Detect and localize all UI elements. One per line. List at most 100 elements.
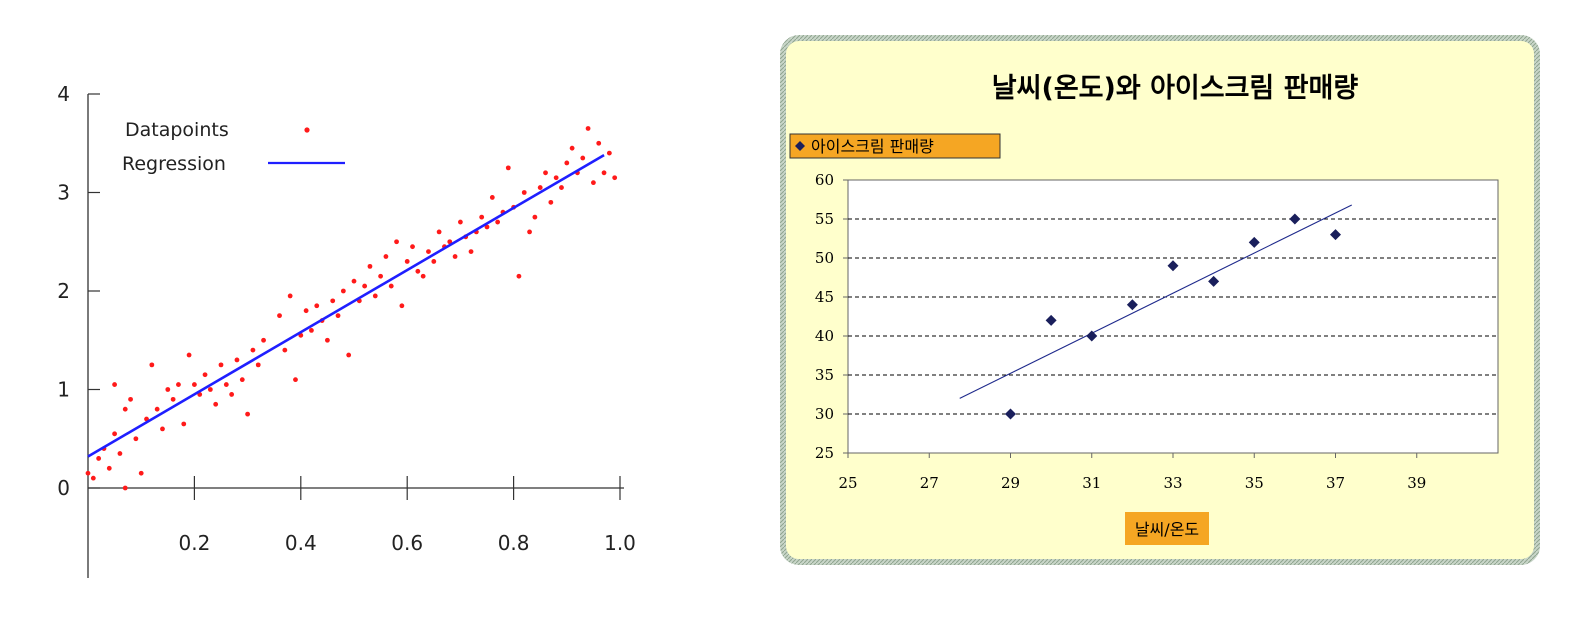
datapoint	[591, 180, 596, 186]
datapoint	[468, 249, 474, 255]
left-datapoints	[85, 126, 618, 491]
datapoint	[255, 362, 261, 368]
datapoint	[585, 126, 591, 131]
datapoint	[165, 387, 171, 392]
datapoint	[85, 470, 91, 476]
datapoint	[404, 259, 410, 264]
y-tick-label: 25	[815, 444, 834, 462]
right-axes: 25 30 35 40 45 50 55 60 25 27 29 31 33 35 37 39	[815, 171, 1499, 492]
datapoint	[138, 470, 144, 476]
series-legend-label: 아이스크림 판매량	[789, 133, 1001, 159]
datapoint	[426, 249, 431, 255]
left-axes: 0 1 2 3 4 0.2 0.4 0.6 0.8 1.0	[57, 82, 636, 578]
datapoint	[431, 259, 437, 264]
datapoint	[420, 273, 426, 279]
datapoint	[564, 160, 570, 166]
datapoint	[335, 313, 341, 319]
datapoint	[330, 298, 336, 304]
datapoint	[309, 328, 314, 333]
y-tick-label: 55	[815, 210, 834, 228]
y-tick-label: 50	[815, 249, 834, 267]
y-tick-label: 1	[57, 378, 70, 402]
datapoint	[117, 451, 123, 456]
datapoint-diamond	[1045, 314, 1057, 326]
chart-title: 날씨(온도)와 아이스크림 판매량	[992, 73, 1359, 104]
datapoint	[90, 475, 96, 481]
datapoint	[527, 229, 532, 235]
datapoint	[223, 382, 229, 387]
y-tick-label: 45	[815, 288, 834, 306]
right-trendline	[959, 204, 1352, 399]
datapoint-diamond	[1330, 229, 1341, 241]
datapoint	[245, 411, 251, 417]
datapoint	[479, 214, 485, 220]
datapoint-diamond	[1248, 236, 1260, 248]
datapoint	[410, 244, 415, 250]
datapoint	[239, 377, 245, 383]
datapoint	[388, 283, 394, 289]
datapoint	[505, 165, 511, 171]
x-tick-label: 27	[920, 474, 939, 492]
datapoint-diamond	[1086, 330, 1098, 342]
datapoint	[261, 337, 266, 343]
x-tick-label: 33	[1163, 474, 1182, 492]
datapoint	[122, 406, 128, 412]
datapoint	[596, 140, 602, 146]
x-tick-label: 37	[1326, 474, 1345, 492]
datapoint	[537, 185, 543, 190]
x-axis-label: 날씨/온도	[1125, 512, 1209, 545]
datapoint	[383, 254, 389, 259]
datapoint	[495, 219, 501, 225]
datapoint	[362, 283, 368, 289]
datapoint	[415, 268, 421, 274]
datapoint	[548, 199, 554, 205]
datapoint	[287, 293, 293, 299]
datapoint	[489, 195, 495, 200]
datapoint	[559, 185, 564, 190]
datapoint	[543, 170, 548, 176]
datapoint	[346, 352, 352, 358]
datapoint	[340, 288, 346, 294]
y-tick-label: 35	[815, 366, 834, 384]
datapoint	[458, 219, 463, 225]
datapoint	[378, 273, 383, 279]
x-tick-label: 35	[1245, 474, 1264, 492]
datapoint	[484, 224, 490, 230]
x-axis-label-text: 날씨/온도	[1135, 520, 1199, 539]
datapoint	[516, 273, 522, 279]
x-tick-label: 0.2	[178, 531, 210, 555]
datapoint-diamond	[1126, 299, 1138, 311]
x-tick-label: 39	[1407, 474, 1426, 492]
datapoint-diamond	[1005, 408, 1016, 420]
regression-line	[87, 153, 605, 458]
datapoint	[170, 396, 176, 402]
x-tick-label: 0.4	[285, 531, 317, 555]
datapoint	[282, 347, 288, 353]
datapoint	[106, 465, 112, 471]
datapoint	[213, 401, 219, 407]
legend-regression-label: Regression	[122, 153, 226, 175]
regression-scatter-chart: 0 1 2 3 4 0.2 0.4 0.6 0.8 1.0 Datapoints Regressi…	[57, 82, 636, 578]
datapoint	[436, 229, 442, 235]
datapoint	[314, 303, 320, 309]
datapoint	[521, 190, 527, 195]
trendline	[959, 204, 1352, 399]
datapoint	[325, 337, 330, 343]
datapoint	[277, 313, 282, 319]
datapoint	[160, 426, 165, 432]
datapoint	[399, 303, 405, 309]
datapoint	[207, 387, 213, 392]
datapoint-diamond	[1167, 260, 1179, 272]
series-legend-box	[789, 133, 1001, 159]
x-tick-label: 31	[1082, 474, 1101, 492]
datapoint	[133, 436, 139, 442]
datapoint	[612, 175, 618, 181]
y-tick-label: 4	[57, 82, 70, 106]
icecream-sales-chart: 날씨(온도)와 아이스크림 판매량 아이스크림 판매량 25 30 35 40 45 50…	[780, 35, 1540, 565]
datapoint	[149, 362, 155, 368]
x-tick-label: 25	[838, 474, 857, 492]
datapoint	[202, 372, 208, 378]
x-tick-label: 29	[1001, 474, 1020, 492]
datapoint	[532, 214, 538, 220]
datapoint	[447, 239, 453, 245]
